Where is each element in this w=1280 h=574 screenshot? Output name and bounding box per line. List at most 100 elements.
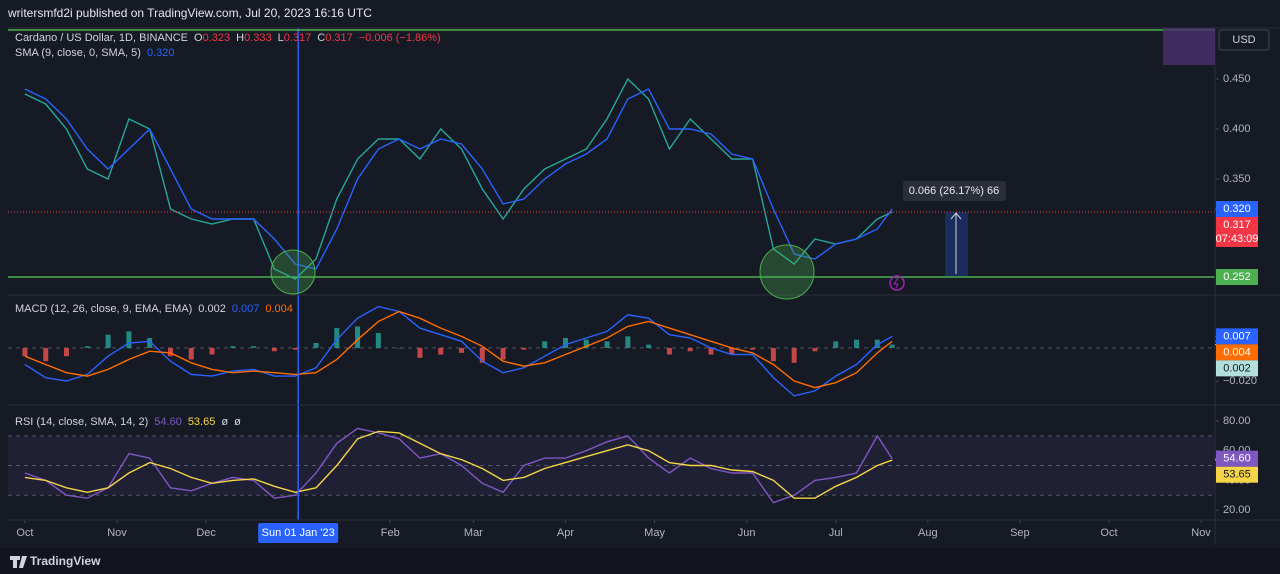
histogram-bar: [396, 347, 402, 349]
histogram-bar: [646, 344, 652, 348]
y-tick-label: 0.400: [1223, 123, 1251, 135]
value-badge-label: 0.317: [1223, 219, 1251, 231]
histogram-bar: [854, 339, 860, 348]
histogram-bar: [542, 341, 548, 348]
histogram-bar: [43, 347, 49, 362]
legend-item: RSI (14, close, SMA, 14, 2): [15, 416, 148, 428]
x-tick-label: Apr: [557, 527, 574, 539]
histogram-bar: [64, 347, 70, 357]
value-badge: [1216, 360, 1258, 377]
legend-item: MACD (12, 26, close, 9, EMA, EMA): [15, 303, 192, 315]
histogram-bar: [770, 347, 776, 362]
event-icon[interactable]: [889, 275, 905, 291]
currency-label: USD: [1232, 34, 1255, 46]
histogram-bar: [521, 347, 527, 350]
measure-arrow-head: [950, 212, 962, 220]
legend-item: 0.320: [147, 47, 175, 59]
histogram-bar: [708, 347, 714, 355]
histogram-bar: [750, 347, 756, 350]
histogram-bar: [417, 347, 423, 358]
legend-item: 0.007: [232, 303, 260, 315]
measure-label: 0.066 (26.17%) 66: [909, 185, 1000, 197]
legend-item: ø: [234, 416, 241, 428]
histogram-bar: [812, 347, 818, 352]
histogram-bar: [459, 347, 465, 353]
histogram-bar: [271, 347, 277, 352]
currency-button[interactable]: [1218, 29, 1270, 51]
x-tick-label: Jun: [738, 527, 756, 539]
histogram-bar: [833, 341, 839, 348]
value-badge-label: 0.002: [1223, 362, 1251, 374]
value-badge: [1216, 201, 1258, 217]
x-tick-label: Nov: [1191, 527, 1211, 539]
histogram-bar: [209, 347, 215, 355]
histogram-bar: [479, 347, 485, 363]
histogram-bar: [334, 328, 340, 348]
value-badge-label: 0.320: [1223, 203, 1251, 215]
x-tick-label: Feb: [381, 527, 400, 539]
histogram-bar: [562, 338, 568, 348]
x-tick-label: Mar: [464, 527, 483, 539]
legend-item: H: [236, 32, 244, 44]
histogram-bar: [500, 347, 506, 360]
x-tick-label: Jul: [829, 527, 843, 539]
y-tick-label: 0.450: [1223, 73, 1251, 85]
legend: RSI (14, close, SMA, 14, 2) 54.60 53.65 ø ø: [15, 416, 241, 428]
histogram-bar: [147, 338, 153, 348]
crosshair-badge: [258, 523, 339, 543]
legend-item: L: [278, 32, 284, 44]
footer-bar: [0, 548, 1280, 574]
series-line: [24, 305, 893, 397]
legend: SMA (9, close, 0, SMA, 5) 0.320: [15, 47, 174, 59]
histogram-bar: [687, 347, 693, 352]
legend: Cardano / US Dollar, 1D, BINANCE O0.323 H0…: [15, 32, 441, 44]
y-tick-label: −0.020: [1223, 375, 1257, 387]
value-badge-label: 0.007: [1223, 330, 1251, 342]
histogram-bar: [105, 334, 111, 348]
value-badge: [1216, 217, 1258, 247]
legend-item: 54.60: [154, 416, 182, 428]
y-tick-label: 80.00: [1223, 415, 1251, 427]
histogram-bar: [889, 344, 895, 348]
legend-item: 0.323: [203, 32, 231, 44]
level-badge-label: 0.252: [1223, 271, 1251, 283]
series-line: [24, 430, 893, 499]
histogram-bar: [188, 347, 194, 360]
legend-item: 0.004: [265, 303, 293, 315]
legend-item: 0.317: [325, 32, 353, 44]
y-tick-label: 20.00: [1223, 504, 1251, 516]
value-badge-label: 54.60: [1223, 453, 1251, 465]
histogram-bar: [313, 342, 319, 348]
y-tick-label: 0.350: [1223, 173, 1251, 185]
series-line: [24, 88, 893, 270]
histogram-bar: [126, 331, 132, 348]
legend-item: C: [317, 32, 325, 44]
crosshair-label: Sun 01 Jan '23: [262, 527, 335, 539]
legend-item: 0.002: [198, 303, 226, 315]
value-badge-label: 0.004: [1223, 346, 1251, 358]
histogram-bar: [355, 326, 361, 348]
highlight-circle: [270, 249, 316, 295]
zone-box: [1163, 28, 1215, 65]
x-tick-label: Sep: [1010, 527, 1030, 539]
countdown: 07:43:09: [1216, 233, 1259, 245]
x-tick-label: May: [644, 527, 665, 539]
legend-item: 0.317: [284, 32, 312, 44]
histogram-bar: [230, 346, 236, 348]
series-line: [24, 427, 893, 504]
x-tick-label: Oct: [16, 527, 33, 539]
x-tick-label: Dec: [196, 527, 216, 539]
legend-item: 53.65: [188, 416, 216, 428]
event-icon-bolt: [893, 277, 899, 289]
value-badge: [1216, 450, 1258, 467]
histogram-bar: [791, 347, 797, 363]
histogram-bar: [292, 347, 298, 350]
level-badge: [1216, 269, 1258, 285]
histogram-bar: [251, 346, 257, 348]
histogram-bar: [167, 347, 173, 357]
x-tick-label: Nov: [107, 527, 127, 539]
value-badge: [1216, 466, 1258, 483]
legend-item: SMA (9, close, 0, SMA, 5): [15, 47, 141, 59]
